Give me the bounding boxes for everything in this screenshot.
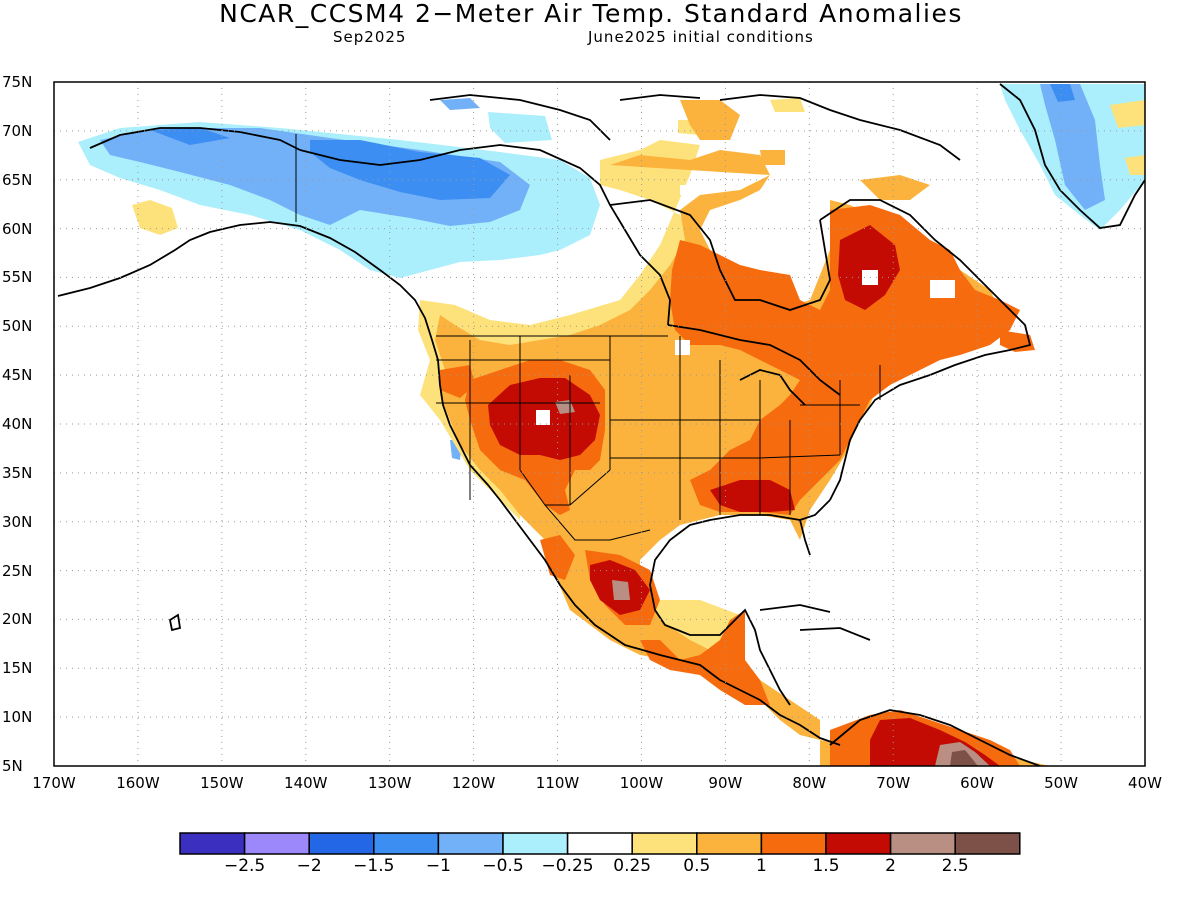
initial-conditions-label: June2025 initial conditions [588,28,814,46]
graticule [54,82,1145,766]
lon-tick-label: 150W [200,774,244,792]
colorbar-tick-label: 2.5 [941,856,969,876]
coastline-outline [57,83,1145,766]
lat-tick-label: 65N [2,170,33,189]
colorbar-swatch [696,832,763,855]
lon-tick-label: 160W [116,774,160,792]
lat-tick-label: 15N [2,659,33,678]
colorbar-swatch [760,832,827,855]
colorbar-tick-label: 1.5 [812,856,840,876]
colorbar-swatch [889,832,956,855]
lon-tick-label: 100W [619,774,664,792]
lon-tick-label: 170W [32,774,76,792]
lon-tick-label: 40W [1128,774,1162,792]
colorbar-tick-label: −2.5 [223,856,266,876]
lat-tick-label: 10N [2,708,33,727]
colorbar-tick-label: −1.5 [353,856,395,876]
colorbar-tick-label: −2 [296,856,322,876]
lon-tick-label: 80W [792,774,827,792]
lon-tick-label: 60W [960,774,995,792]
colorbar-tick-label: −0.25 [541,856,594,876]
colorbar-tick-label: 1 [755,856,767,876]
lat-tick-label: 40N [2,415,33,433]
colorbar-tick-label: 2 [885,856,896,876]
colorbar-swatch [437,832,504,855]
lat-tick-label: 70N [2,121,33,140]
lon-tick-label: 110W [535,774,580,792]
colorbar-swatch [954,832,1021,855]
lat-tick-label: 5N [2,757,23,775]
colorbar-swatch [243,832,310,855]
lon-tick-label: 140W [284,774,328,792]
colorbar-tick-label: 0.5 [683,856,711,876]
state-border-lines [295,134,881,541]
lon-tick-label: 50W [1044,774,1079,792]
colorbar-tick-label: 0.25 [613,856,652,876]
colorbar-swatch [308,832,375,855]
lat-tick-label: 35N [2,463,33,482]
colorbar-swatch [179,832,246,855]
colorbar-swatch [502,832,569,855]
colorbar-swatch [373,832,440,855]
lon-tick-label: 120W [451,774,496,792]
colorbar-swatch [825,832,892,855]
map-frame [53,81,1146,767]
lat-tick-label: 25N [2,561,33,580]
map-title: NCAR_CCSM4 2−Meter Air Temp. Standard An… [219,0,963,28]
lon-tick-label: 90W [708,774,743,792]
lat-tick-label: 30N [2,512,33,531]
lat-tick-label: 50N [2,317,33,336]
lat-tick-label: 75N [2,73,33,91]
colorbar-swatch [566,832,633,855]
lat-tick-label: 45N [2,366,33,385]
lat-tick-label: 55N [2,268,33,287]
colorbar-tick-label: −1 [425,856,451,876]
lon-tick-label: 70W [876,774,911,792]
valid-month-label: Sep2025 [333,28,407,46]
lon-tick-label: 130W [367,774,412,792]
lat-tick-label: 20N [2,610,33,629]
colorbar [179,832,1021,855]
lat-tick-label: 60N [2,219,33,238]
colorbar-swatch [631,832,698,855]
colorbar-tick-label: −0.5 [482,856,524,876]
